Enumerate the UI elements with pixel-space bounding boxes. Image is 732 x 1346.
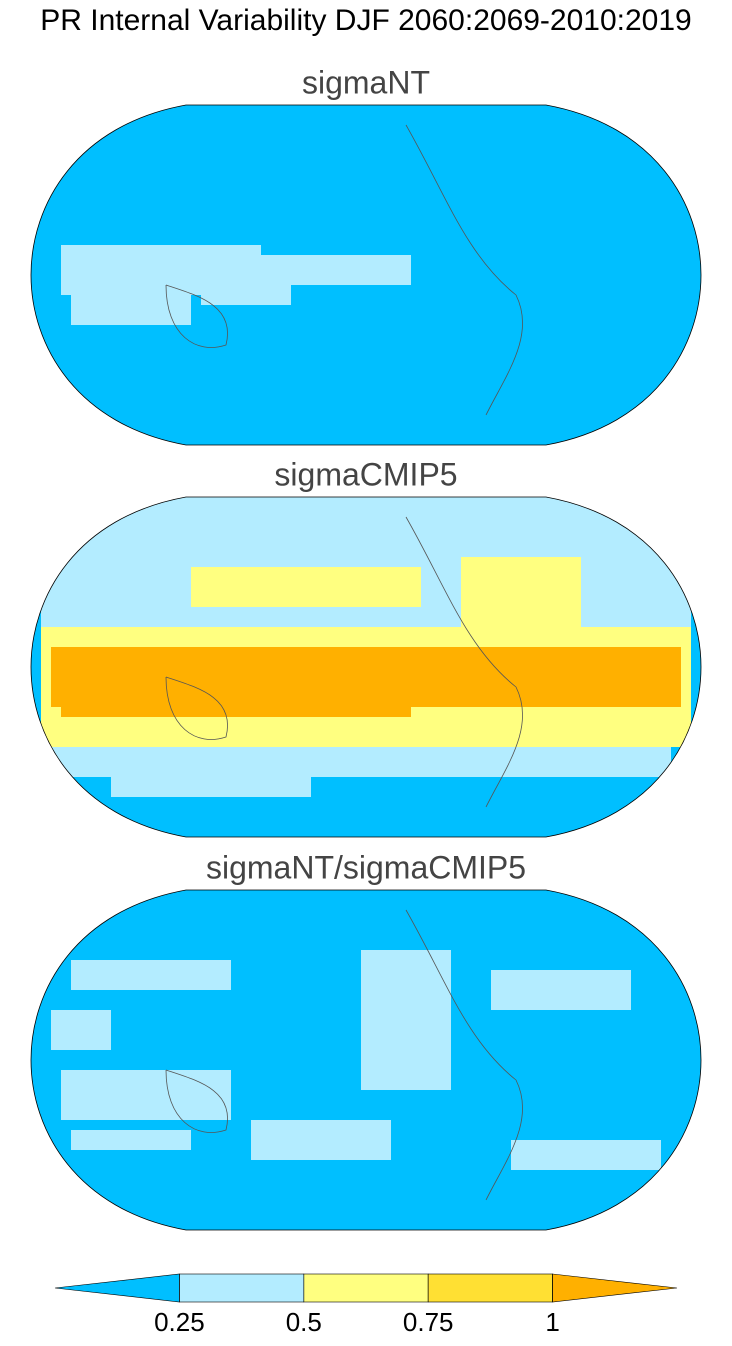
colorbar-box (427, 1273, 553, 1303)
field-patch (71, 960, 231, 990)
field-patch (31, 497, 701, 557)
map-field (31, 890, 701, 1230)
map-outline (30, 889, 702, 1231)
map-outline (30, 496, 702, 838)
colorbar-label: 0.75 (403, 1307, 454, 1337)
field-patch (51, 1010, 111, 1050)
coastline (165, 1069, 228, 1133)
panel-title: sigmaNT (302, 64, 430, 100)
coastline (405, 909, 523, 1201)
field-patch (61, 697, 411, 717)
field-patch (71, 295, 191, 325)
field-patch (361, 950, 451, 1090)
coastline (405, 124, 523, 416)
colorbar-box (303, 1273, 429, 1303)
figure-title: PR Internal Variability DJF 2060:2069-20… (40, 4, 692, 37)
colorbar-label: 0.5 (286, 1307, 322, 1337)
colorbar-label: 0.25 (154, 1307, 205, 1337)
field-patch (251, 1120, 391, 1160)
field-patch (71, 1130, 191, 1150)
colorbar-label: 1 (545, 1307, 559, 1337)
map-field (31, 105, 701, 445)
field-patch (61, 1070, 231, 1120)
field-patch (111, 777, 311, 797)
field-patch (511, 1140, 661, 1170)
map-outline (30, 104, 702, 446)
coastline (405, 516, 523, 808)
map-field (31, 497, 701, 837)
field-patch (461, 557, 581, 627)
coastline (165, 676, 228, 740)
field-patch (491, 970, 631, 1010)
coastline (165, 284, 228, 348)
field-patch (191, 567, 421, 607)
field-patch (51, 747, 671, 777)
panel-title: sigmaNT/sigmaCMIP5 (206, 849, 526, 885)
colorbar-box (179, 1273, 305, 1303)
panel-title: sigmaCMIP5 (274, 456, 457, 492)
colorbar-high-arrow (552, 1273, 678, 1303)
field-patch (201, 265, 291, 305)
colorbar-low-arrow (54, 1273, 180, 1303)
